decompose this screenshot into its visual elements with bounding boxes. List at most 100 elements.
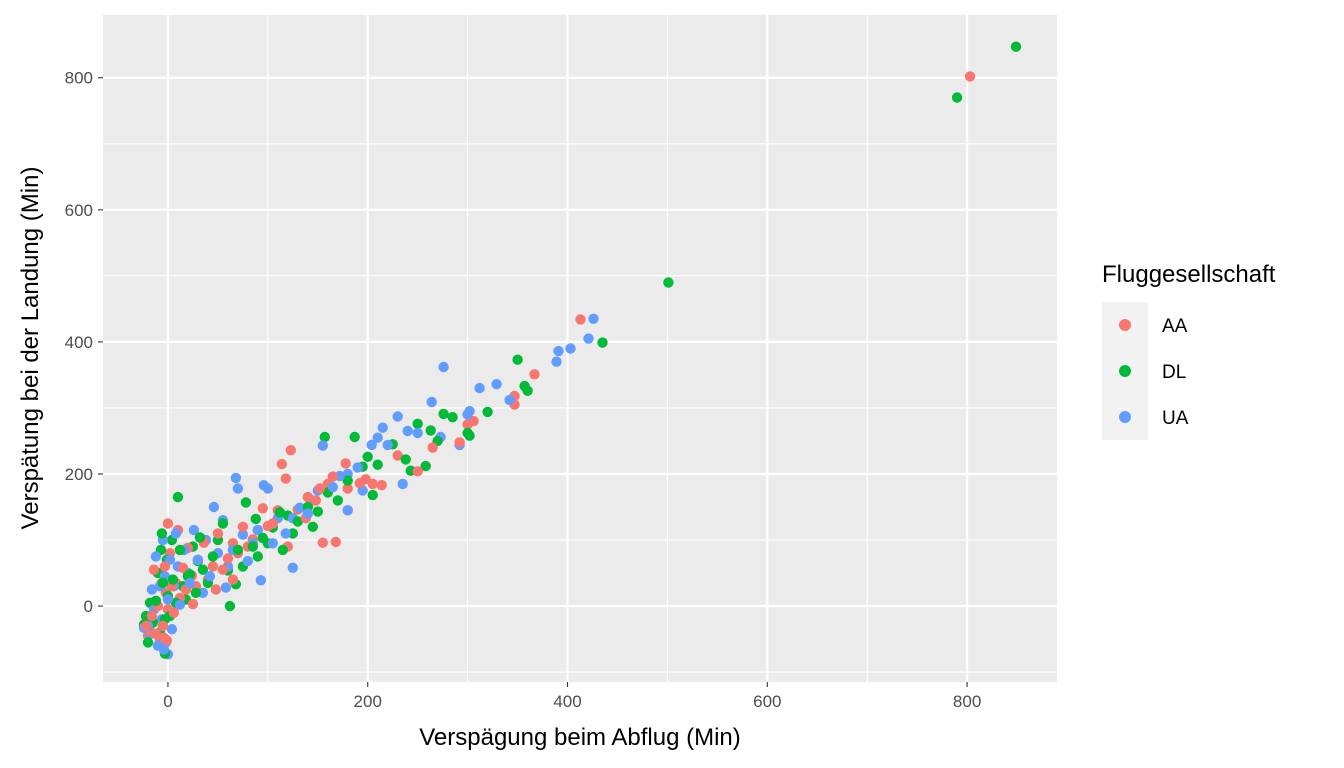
data-point-aa: [285, 445, 296, 456]
data-point-dl: [482, 406, 493, 418]
data-point-ua: [152, 640, 164, 651]
data-point-ua: [412, 427, 423, 439]
data-point-ua: [392, 411, 403, 422]
data-point-ua: [588, 313, 599, 324]
data-point-ua: [184, 577, 196, 589]
data-point-aa: [212, 528, 224, 539]
data-point-aa: [330, 536, 341, 548]
data-point-aa: [280, 473, 291, 484]
data-point-aa: [148, 564, 160, 575]
data-point-dl: [663, 277, 674, 288]
data-point-dl: [307, 521, 318, 532]
data-point-ua: [302, 508, 313, 519]
data-point-ua: [565, 343, 576, 354]
data-point-aa: [227, 574, 239, 585]
data-point-aa: [217, 564, 229, 575]
data-point-dl: [332, 495, 343, 506]
major-gridlines: [103, 15, 1057, 682]
data-point-ua: [377, 422, 388, 433]
data-point-aa: [317, 537, 328, 548]
data-point-dl: [367, 489, 378, 501]
axis-ticks: [98, 77, 968, 687]
data-point-ua: [317, 440, 328, 451]
panel-background: [103, 15, 1057, 682]
data-point-dl: [274, 507, 285, 518]
data-point-ua: [146, 584, 158, 595]
data-point-dl: [150, 595, 162, 606]
data-point-ua: [352, 462, 363, 473]
data-point-aa: [168, 607, 180, 618]
data-point-aa: [314, 483, 325, 494]
data-point-dl: [252, 551, 263, 562]
legend-keys: AA DL UA: [1102, 302, 1189, 440]
y-tick-label: 800: [65, 69, 93, 88]
data-point-dl: [194, 532, 206, 543]
data-point-aa: [177, 562, 189, 573]
data-point-aa: [427, 442, 438, 453]
y-tick-label: 600: [65, 201, 93, 220]
data-point-ua: [464, 406, 475, 417]
data-point-dl: [400, 454, 411, 465]
data-point-aa: [340, 458, 351, 469]
data-point-aa: [412, 466, 423, 477]
data-point-aa: [146, 610, 158, 622]
data-point-aa: [964, 71, 976, 82]
data-point-ua: [553, 345, 564, 357]
data-point-ua: [280, 528, 291, 539]
data-point-dl: [197, 564, 209, 575]
data-point-ua: [382, 439, 393, 451]
data-point-dl: [372, 459, 383, 470]
data-point-ua: [583, 333, 594, 344]
data-point-dl: [232, 544, 244, 556]
data-point-ua: [491, 379, 502, 390]
data-point-ua: [551, 356, 562, 367]
data-point-ua: [166, 624, 178, 635]
data-point-dl: [462, 427, 473, 439]
data-point-ua: [255, 575, 266, 586]
legend-label-dl: DL: [1162, 362, 1186, 383]
data-point-dl: [362, 451, 373, 462]
data-point-ua: [474, 382, 485, 394]
data-point-dl: [412, 418, 423, 429]
data-point-ua: [252, 524, 263, 536]
data-point-ua: [188, 524, 200, 536]
y-tick-label: 400: [65, 333, 93, 352]
data-point-aa: [162, 518, 174, 529]
data-point-dl: [207, 551, 219, 562]
data-point-ua: [258, 480, 269, 491]
data-point-aa: [392, 450, 403, 461]
data-point-ua: [438, 361, 449, 373]
data-point-aa: [140, 620, 152, 632]
x-tick-label: 600: [753, 692, 781, 711]
data-point-dl: [184, 569, 196, 580]
data-point-dl: [438, 408, 449, 420]
data-point-aa: [159, 561, 171, 572]
data-point-ua: [162, 594, 174, 605]
data-point-dl: [292, 516, 303, 527]
legend-label-ua: UA: [1162, 408, 1189, 429]
data-point-ua: [230, 472, 242, 484]
data-point-ua: [366, 439, 377, 451]
data-point-ua: [402, 425, 413, 437]
data-point-ua: [242, 555, 253, 567]
data-point-dl: [156, 528, 168, 539]
data-point-dl: [597, 337, 608, 348]
y-tick-label: 200: [65, 465, 93, 484]
data-point-aa: [575, 314, 586, 325]
data-point-aa: [161, 635, 173, 646]
x-tick-label: 400: [553, 692, 581, 711]
data-point-dl: [172, 491, 184, 503]
data-point-ua: [372, 432, 383, 443]
data-point-dl: [142, 637, 154, 648]
data-point-ua: [267, 538, 278, 549]
data-point-aa: [529, 369, 540, 380]
axis-tick-labels: 0 200 400 600 800 0 200 400 600 800: [65, 69, 982, 711]
data-point-dl: [247, 541, 258, 552]
data-point-dl: [224, 600, 236, 612]
data-point-ua: [504, 394, 515, 406]
data-point-dl: [1010, 41, 1022, 52]
data-point-ua: [294, 502, 305, 513]
x-tick-label: 0: [163, 692, 172, 711]
legend-swatch-dl: [1119, 365, 1131, 377]
